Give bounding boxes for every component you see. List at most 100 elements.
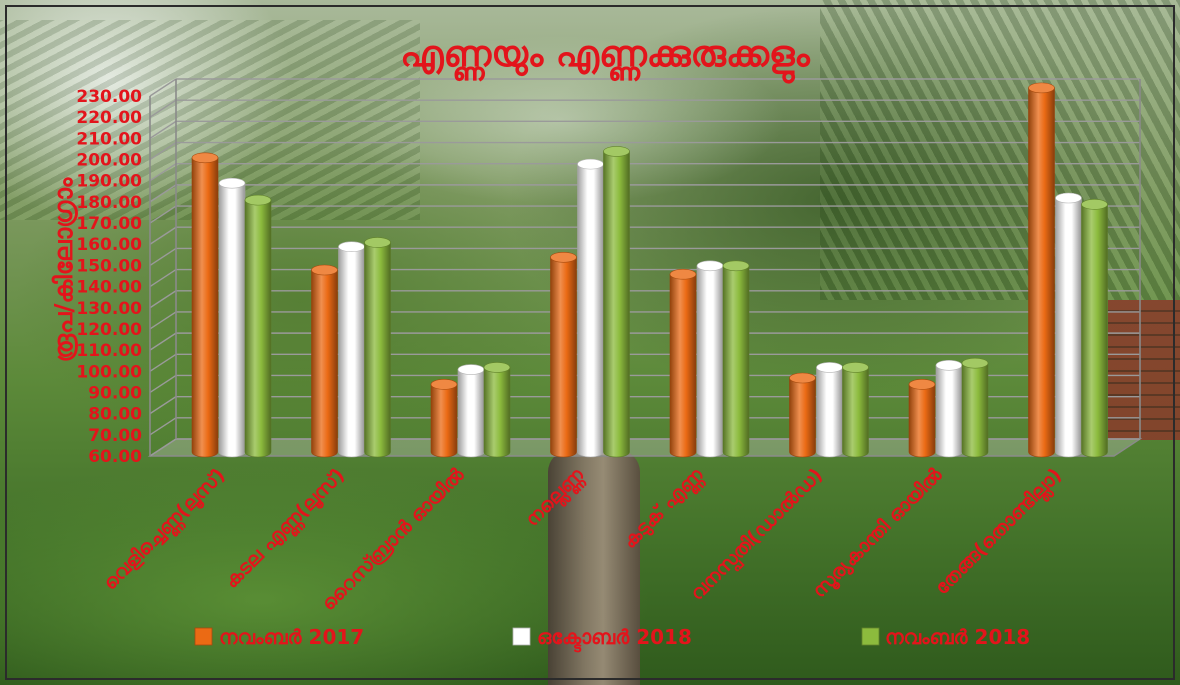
gridline-side (149, 99, 177, 118)
y-tick-label: 80.00 (88, 405, 142, 425)
bar (669, 268, 697, 458)
bar-cap (577, 158, 604, 170)
bar-body (483, 367, 511, 458)
y-tick-label: 140.00 (76, 278, 142, 298)
bar-cap (1081, 199, 1108, 210)
x-tick-label: വെളിച്ചെണ്ണ(ലൂസ്) (99, 464, 232, 597)
gridline-side (149, 184, 177, 203)
x-tick-label: സൂര്യകാന്തി ഓയിൽ (808, 463, 948, 603)
y-tick-label: 190.00 (76, 172, 142, 192)
gridline-side (149, 205, 177, 224)
gridline-side (149, 290, 177, 309)
bar-cap (550, 251, 577, 263)
bar-body (696, 265, 724, 458)
legend-label: നവംബർ 2018 (885, 625, 1030, 649)
bar-body (338, 246, 365, 458)
gridline-side (149, 269, 177, 288)
bar-cap (1028, 82, 1055, 94)
chart-floor (147, 438, 1143, 457)
bar-body (1028, 87, 1055, 458)
bar-cap (669, 268, 697, 280)
gridline-side (149, 120, 177, 139)
legend: നവംബർ 2017 ഒക്ടോബർ 2018 നവംബർ 2018 (194, 625, 1030, 653)
bar (961, 357, 989, 458)
legend-item: നവംബർ 2017 (194, 625, 364, 649)
bar-body (722, 265, 750, 458)
bar-cap (935, 359, 963, 371)
bar-cap (842, 362, 869, 373)
gridline-side (149, 374, 177, 394)
bar-cap (908, 379, 936, 390)
bar (338, 241, 365, 458)
bar-cap (696, 260, 724, 272)
bar (1028, 82, 1055, 458)
bar (789, 372, 816, 458)
bar-cap (338, 241, 365, 253)
bar-body (935, 364, 963, 458)
legend-swatch (512, 627, 531, 646)
gridline-side (149, 226, 177, 245)
chart-walls (147, 78, 1143, 457)
y-tick-label: 100.00 (76, 362, 142, 382)
bar-body (550, 256, 577, 458)
gridline-side (149, 353, 177, 372)
x-tick-label: കടല എണ്ണ(ലൂസ്) (220, 464, 351, 595)
y-tick-label: 180.00 (76, 193, 142, 213)
bars (191, 82, 1108, 458)
bar-cap (603, 146, 630, 157)
bar-body (842, 367, 869, 458)
bar (722, 260, 750, 458)
gridline-side (149, 78, 177, 97)
bar-cap (244, 194, 272, 206)
bar (550, 251, 577, 458)
y-tick-label: 200.00 (76, 151, 142, 171)
y-tick-label: 70.00 (88, 426, 142, 446)
y-tick-label: 130.00 (76, 299, 142, 319)
bar-body (364, 242, 391, 458)
bar-cap (457, 364, 485, 375)
bar-cap (218, 177, 246, 189)
bar-body (1081, 204, 1108, 458)
bar-body (457, 369, 485, 458)
legend-label: നവംബർ 2017 (219, 625, 364, 649)
bar (244, 194, 272, 458)
bar (908, 379, 936, 458)
bar-body (430, 384, 458, 458)
x-tick-label: കടുക് എണ്ണ (619, 463, 711, 555)
bar-body (603, 151, 630, 458)
bar-cap (191, 152, 219, 164)
bar-cap (961, 357, 989, 369)
bar-cap (311, 264, 338, 276)
y-tick-label: 120.00 (76, 320, 142, 340)
bar (935, 359, 963, 458)
gridline-side (149, 141, 177, 161)
bar-body (191, 157, 219, 458)
bar-body (789, 377, 816, 458)
y-tick-label: 60.00 (88, 447, 142, 467)
bar-body (311, 269, 338, 458)
bar-body (961, 362, 989, 458)
bar-body (577, 163, 604, 458)
bar-cap (722, 260, 750, 272)
bar (696, 260, 724, 458)
y-tick-label: 90.00 (88, 383, 142, 403)
gridline-side (149, 163, 177, 182)
legend-item: ഒക്ടോബർ 2018 (512, 625, 692, 653)
x-tick-label: വനസ്പതി(ഡാൽഡ) (686, 464, 829, 607)
chart-title: എണ്ണയും എണ്ണക്കുരുക്കളും (400, 34, 810, 84)
bar-cap (1055, 192, 1082, 204)
palm-trunk (548, 450, 640, 685)
gridline-side (149, 247, 177, 266)
bar (218, 177, 246, 458)
y-tick-label: 150.00 (76, 256, 142, 276)
gridline-side (149, 311, 177, 330)
bar-cap (789, 372, 816, 384)
bar-cap (430, 379, 458, 390)
bar (842, 362, 869, 458)
legend-label: ഒക്ടോബർ 2018 (537, 625, 692, 653)
bar (483, 362, 511, 458)
bar (191, 152, 219, 458)
y-axis-ticks: 60.0070.0080.0090.00100.00110.00120.0013… (76, 87, 142, 467)
